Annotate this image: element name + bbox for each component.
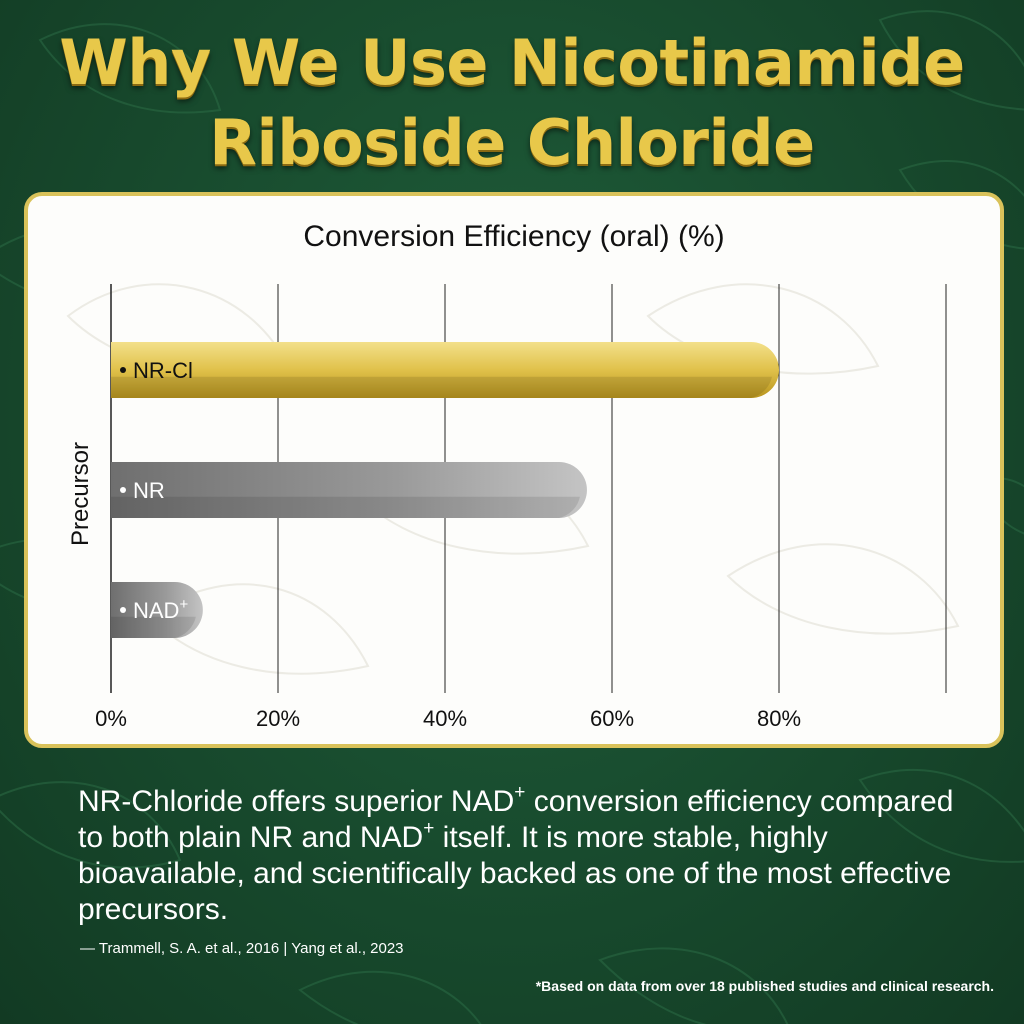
x-tick-labels: 0% 20% 40% 60% 80% — [95, 706, 801, 731]
y-axis-label: Precursor — [67, 442, 94, 546]
bars: NR-Cl NR NAD+ — [111, 342, 779, 638]
bar-bullet-0 — [120, 367, 126, 373]
bar-bullet-1 — [120, 487, 126, 493]
x-tick-label-20: 20% — [256, 706, 300, 731]
description-paragraph: NR-Chloride offers superior NAD+ convers… — [78, 782, 958, 928]
bar-2 — [111, 582, 203, 638]
chart-title: Conversion Efficiency (oral) (%) — [303, 220, 724, 253]
bar-label-1: NR — [133, 478, 165, 503]
bar-shade-0 — [111, 376, 772, 398]
x-tick-label-0: 0% — [95, 706, 127, 731]
bar-shade-1 — [111, 496, 580, 518]
chart-card: Conversion Efficiency (oral) (%) Precurs… — [24, 192, 1004, 748]
x-tick-label-80: 80% — [757, 706, 801, 731]
bar-group-0: NR-Cl — [111, 342, 779, 398]
bar-label-0: NR-Cl — [133, 358, 193, 383]
headline-line-2: Riboside Chloride — [209, 106, 815, 179]
x-tick-label-60: 60% — [590, 706, 634, 731]
conversion-efficiency-chart: Conversion Efficiency (oral) (%) Precurs… — [67, 220, 947, 731]
bar-group-2: NAD+ — [111, 582, 203, 638]
caption-superscript-1: + — [514, 782, 526, 803]
bar-group-1: NR — [111, 462, 587, 518]
bar-1 — [111, 462, 587, 518]
footnote: *Based on data from over 18 published st… — [535, 978, 994, 994]
source-citation: — Trammell, S. A. et al., 2016 | Yang et… — [80, 940, 404, 957]
caption-text-1: NR-Chloride offers superior NAD — [78, 785, 515, 818]
caption-text-3: itself. It is more stable, highly bioava… — [78, 821, 952, 926]
bar-bullet-2 — [120, 607, 126, 613]
x-tick-label-40: 40% — [423, 706, 467, 731]
bar-shade-2 — [111, 616, 196, 638]
caption-text-2: conversion efficiency compared to both p… — [78, 785, 954, 854]
bar-0 — [111, 342, 779, 398]
bar-label-2: NAD+ — [133, 596, 188, 623]
caption-superscript-2: + — [423, 818, 435, 839]
headline-line-1: Why We Use Nicotinamide — [59, 26, 965, 99]
